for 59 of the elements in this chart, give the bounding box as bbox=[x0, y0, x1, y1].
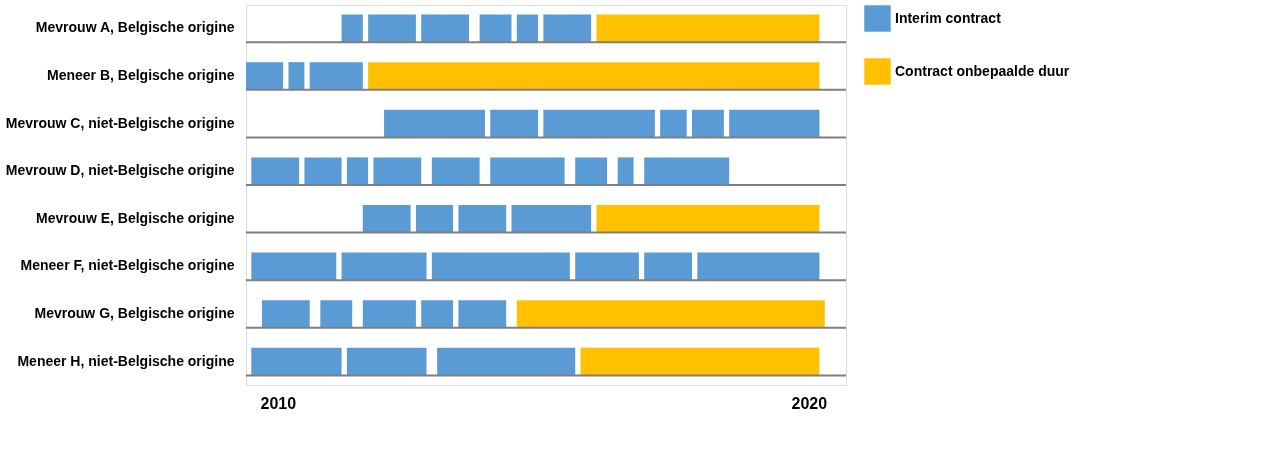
bar bbox=[580, 347, 820, 376]
bar bbox=[596, 14, 820, 43]
bar bbox=[309, 62, 363, 90]
bar bbox=[373, 157, 422, 185]
bar bbox=[251, 157, 300, 185]
y-tick-label: Mevrouw G, Belgische origine bbox=[34, 305, 235, 322]
bar bbox=[431, 157, 480, 185]
bar bbox=[490, 109, 539, 138]
bar bbox=[362, 300, 416, 328]
bar bbox=[660, 109, 687, 138]
y-tick-label: Meneer F, niet-Belgische origine bbox=[20, 257, 235, 274]
bar bbox=[320, 300, 353, 328]
bar bbox=[261, 300, 310, 328]
x-tick-label: 2010 bbox=[260, 394, 297, 412]
bar bbox=[437, 347, 576, 376]
bar bbox=[458, 300, 507, 328]
y-tick-label: Mevrouw C, niet-Belgische origine bbox=[5, 114, 235, 131]
x-tick-label: 2020 bbox=[791, 394, 828, 412]
bar bbox=[251, 347, 342, 376]
bar bbox=[543, 109, 655, 138]
bar bbox=[511, 205, 592, 233]
bar bbox=[341, 14, 363, 43]
bar bbox=[644, 252, 693, 281]
bar bbox=[479, 14, 512, 43]
bar bbox=[729, 109, 820, 138]
bar bbox=[304, 157, 342, 185]
bar bbox=[251, 252, 337, 281]
bar bbox=[543, 14, 592, 43]
bar bbox=[431, 252, 570, 281]
bar bbox=[246, 62, 284, 90]
bar bbox=[384, 109, 485, 138]
bar bbox=[346, 347, 427, 376]
legend-label: Interim contract bbox=[895, 9, 1002, 26]
y-tick-label: Mevrouw D, niet-Belgische origine bbox=[5, 162, 235, 179]
bar bbox=[421, 14, 470, 43]
bar bbox=[368, 14, 416, 43]
bar bbox=[575, 252, 639, 281]
y-tick-label: Mevrouw A, Belgische origine bbox=[35, 19, 235, 36]
bar bbox=[362, 205, 411, 233]
bar bbox=[368, 62, 820, 90]
bar bbox=[644, 157, 730, 185]
bar bbox=[596, 205, 820, 233]
bar bbox=[421, 300, 454, 328]
bar bbox=[346, 157, 369, 185]
y-tick-label: Meneer B, Belgische origine bbox=[47, 66, 235, 83]
y-tick-label: Mevrouw E, Belgische origine bbox=[36, 209, 235, 226]
bar bbox=[617, 157, 634, 185]
bar bbox=[458, 205, 507, 233]
y-tick-label: Meneer H, niet-Belgische origine bbox=[17, 352, 235, 369]
bar bbox=[516, 300, 825, 328]
bar bbox=[575, 157, 608, 185]
bar bbox=[516, 14, 539, 43]
bar bbox=[288, 62, 305, 90]
bar bbox=[341, 252, 427, 281]
bar bbox=[692, 109, 724, 138]
bar bbox=[415, 205, 454, 233]
bar bbox=[490, 157, 565, 185]
legend-label: Contract onbepaalde duur bbox=[895, 62, 1070, 79]
bar bbox=[697, 252, 820, 281]
